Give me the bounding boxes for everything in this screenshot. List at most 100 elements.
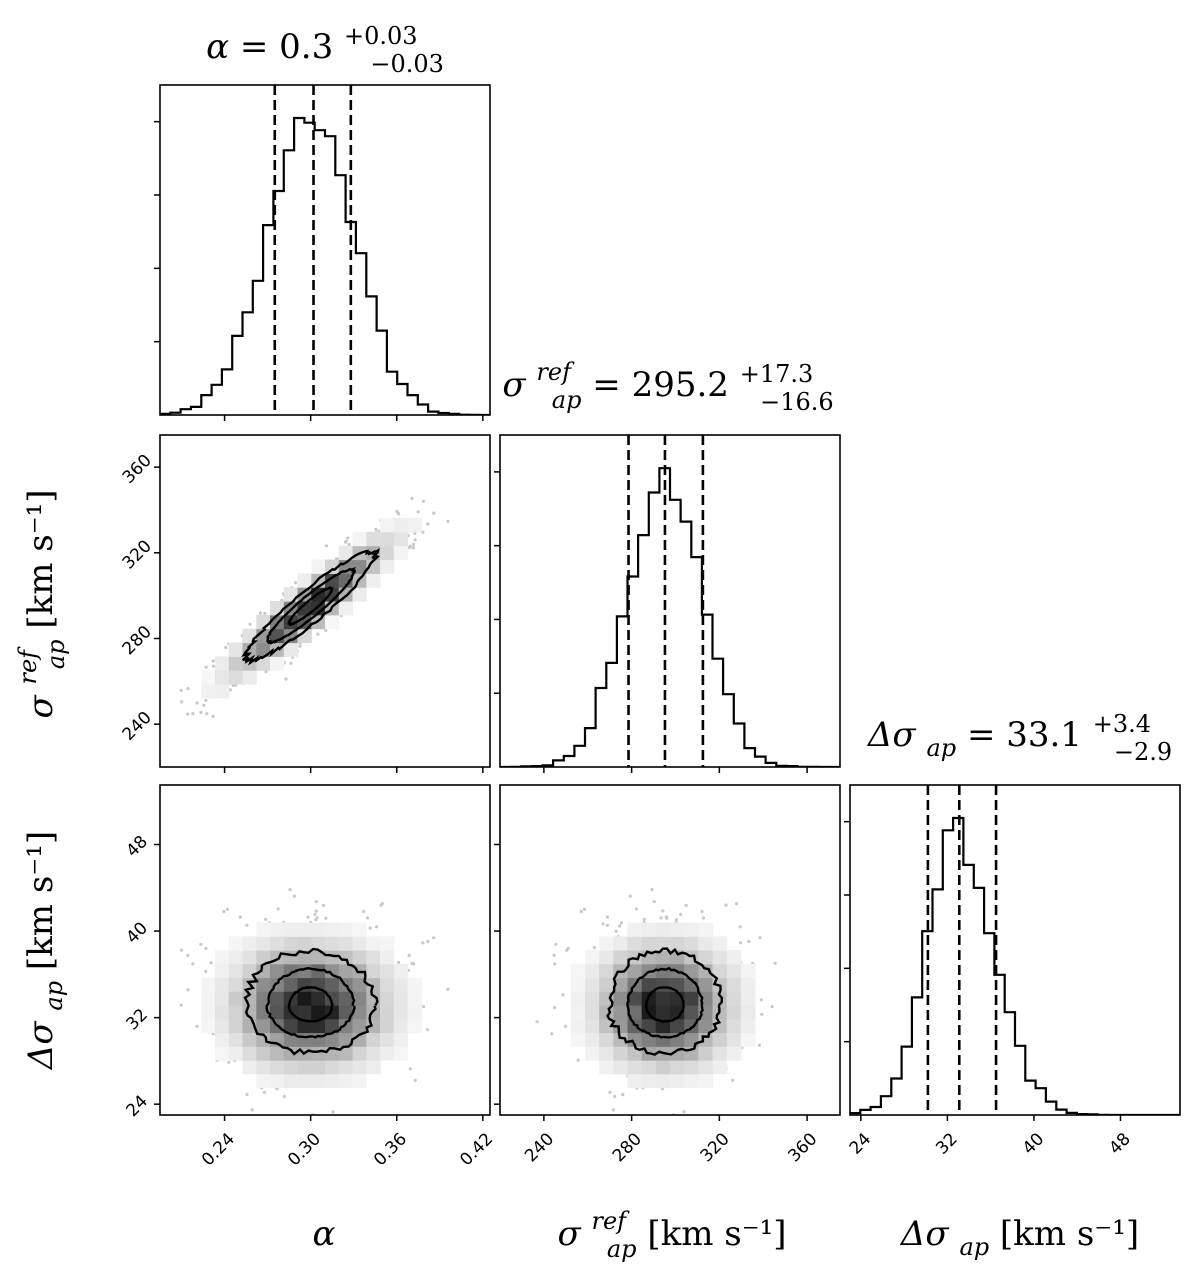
density-cell — [297, 587, 312, 602]
density-cell — [256, 1060, 271, 1075]
density-cell — [325, 950, 340, 965]
density-cell — [325, 1073, 340, 1089]
density-cell — [270, 936, 285, 951]
density-cell — [684, 1060, 699, 1075]
density-cell — [297, 573, 312, 588]
title-delta-sigma-symbol: Δσ — [866, 715, 917, 755]
density-cell — [726, 1046, 742, 1061]
density-cell — [655, 1073, 671, 1089]
density-cell — [407, 1018, 422, 1034]
scatter-point — [204, 698, 208, 702]
density-cell — [599, 1046, 614, 1061]
density-cell — [228, 1046, 244, 1061]
density-cell — [270, 1073, 285, 1089]
density-cell — [325, 1018, 340, 1034]
density-content — [179, 496, 450, 719]
density-cell — [613, 991, 629, 1006]
title-delta-sigma-eq: = — [967, 715, 1006, 755]
density-cell — [228, 656, 244, 671]
density-cell — [698, 963, 714, 979]
density-cell — [256, 991, 271, 1006]
density-cell — [338, 963, 354, 979]
scatter-point — [186, 988, 190, 992]
density-cell — [599, 977, 614, 992]
scatter-point — [306, 915, 310, 919]
density-cell — [215, 991, 230, 1006]
density-cell — [256, 950, 271, 965]
scatter-point — [222, 909, 226, 914]
density-cell — [297, 1073, 312, 1089]
scatter-point — [324, 916, 328, 920]
scatter-point — [760, 1012, 764, 1016]
scatter-point — [180, 948, 184, 952]
density-cell — [585, 1018, 600, 1034]
xlabel-sigma-ref: σ ref ap [km s⁻¹] — [557, 1198, 786, 1266]
title-alpha-plus: +0.03 — [344, 22, 418, 50]
density-cell — [684, 963, 699, 979]
density-cell — [283, 614, 299, 630]
scatter-point — [552, 953, 556, 958]
density-cell — [215, 1032, 230, 1047]
density-cell — [627, 922, 643, 937]
scatter-point — [747, 939, 751, 944]
density-cell — [599, 1032, 614, 1047]
density-cell — [698, 1060, 714, 1075]
density-frame — [159, 434, 491, 768]
xtick-label-delta_sigma-2: 40 — [1019, 1129, 1048, 1158]
density-cell — [599, 963, 614, 979]
density-frame — [159, 784, 491, 1116]
density-cell — [311, 601, 326, 616]
scatter-point — [535, 1020, 539, 1024]
density-cell — [393, 1046, 409, 1061]
scatter-point — [180, 700, 184, 704]
scatter-point — [204, 946, 208, 950]
density-cell — [283, 1060, 299, 1075]
scatter-point — [211, 659, 215, 663]
density-cell — [201, 1018, 216, 1034]
scatter-point — [608, 1090, 612, 1094]
density-cell — [242, 1032, 257, 1047]
density-cell — [256, 936, 271, 951]
density-cell — [726, 1005, 742, 1020]
ylabel-sigma-ref-symbol: σ — [21, 695, 61, 719]
density-cell — [338, 1032, 354, 1047]
contour-level-0 — [287, 586, 334, 627]
scatter-point — [179, 688, 183, 693]
density-cell — [228, 991, 244, 1006]
density-cell — [366, 1032, 381, 1047]
density-cell — [670, 1018, 685, 1034]
scatter-point — [621, 1092, 625, 1097]
ytick-label-delta_sigma-3: 48 — [123, 832, 152, 861]
density-cell — [740, 977, 756, 992]
density-cell — [641, 1018, 657, 1034]
density-cell — [352, 950, 367, 965]
density-cell — [325, 573, 340, 588]
title-alpha-symbol: α — [206, 27, 229, 67]
scatter-point — [412, 546, 416, 550]
density-cell — [393, 991, 409, 1006]
density-cell — [366, 977, 381, 992]
density-cell — [325, 1060, 340, 1075]
xtick-label-sigma_ref-1: 280 — [609, 1129, 646, 1166]
density-cell — [215, 950, 230, 965]
scatter-point — [224, 645, 228, 650]
scatter-point — [316, 632, 320, 636]
density-cell — [325, 1032, 340, 1047]
scatter-point — [426, 939, 430, 944]
xtick-label-sigma_ref-2: 320 — [697, 1129, 734, 1166]
scatter-point — [413, 538, 417, 542]
density-cell — [380, 1046, 395, 1061]
density-cell — [366, 1060, 381, 1075]
ylabel-delta-sigma-sub: ap — [40, 981, 68, 1011]
scatter-point — [701, 916, 706, 920]
density-cell — [270, 656, 285, 671]
xtick-label-delta_sigma-0: 24 — [846, 1129, 875, 1158]
density-cell — [283, 950, 299, 965]
density-cell — [627, 1005, 643, 1020]
contour-level-0 — [644, 986, 686, 1023]
density-cell — [380, 991, 395, 1006]
density-cell — [338, 545, 354, 561]
scatter-point — [773, 961, 777, 965]
scatter-point — [191, 712, 195, 716]
density-cell — [256, 656, 271, 671]
